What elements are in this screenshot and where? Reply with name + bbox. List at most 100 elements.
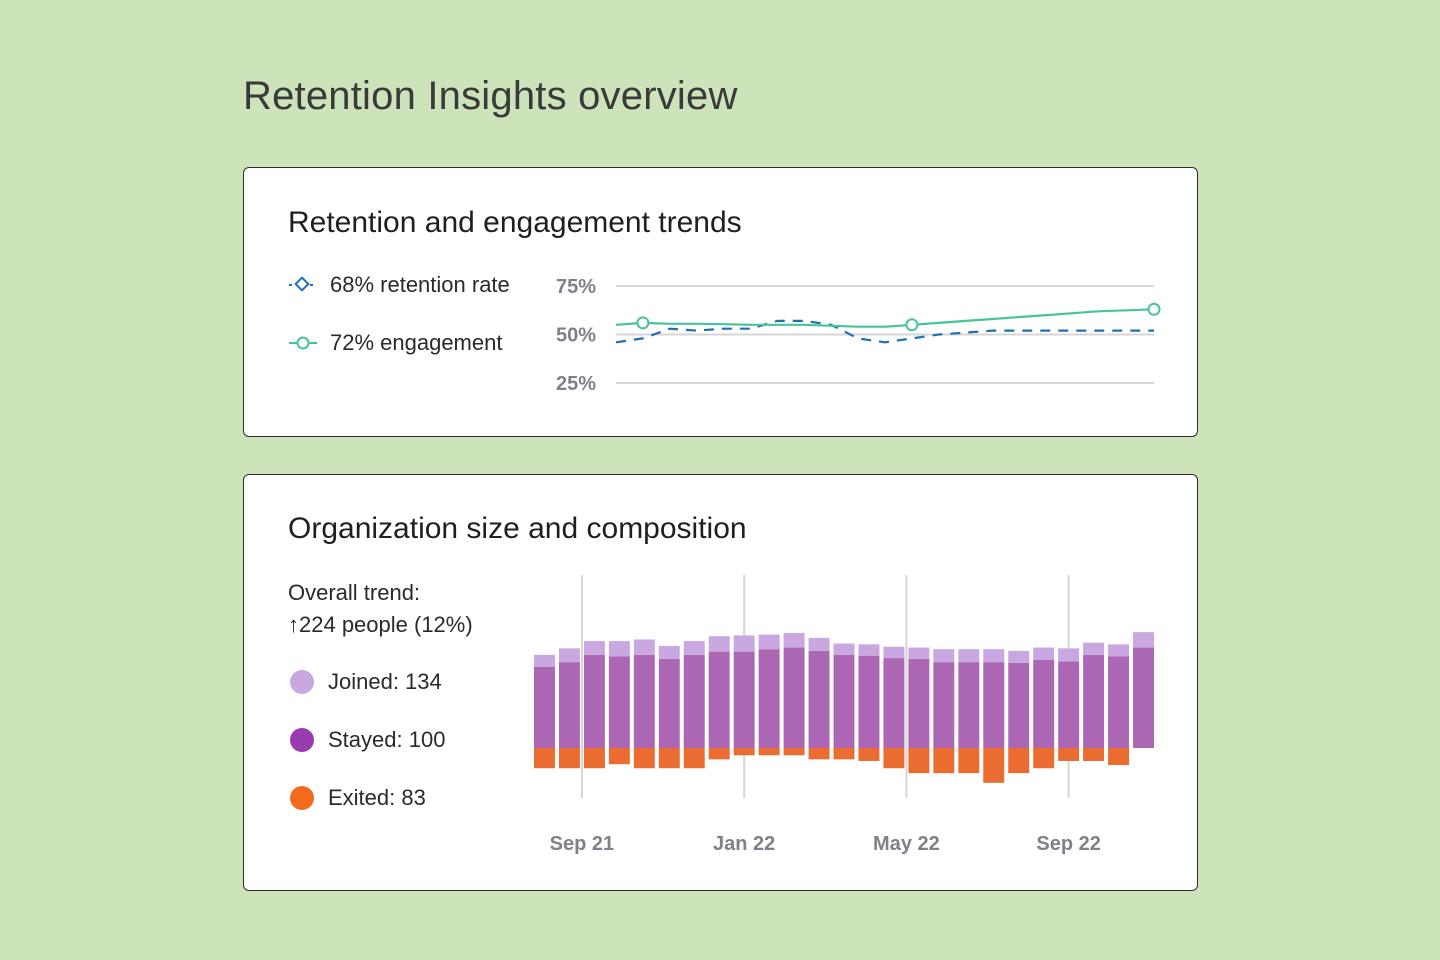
stayed-bar [908,658,930,748]
exited-bar [1008,748,1030,774]
joined-bar [633,639,655,655]
joined-bar [534,654,555,667]
stayed-bar [833,654,855,748]
exited-bar [983,748,1005,783]
stayed-bar [1083,654,1105,748]
stayed-bar [558,662,580,748]
engagement-point [1147,302,1161,316]
exited-bar [708,748,730,760]
stayed-bar [1108,656,1130,748]
joined-bar [783,632,805,648]
joined-bar [608,641,630,657]
joined-bar [883,646,905,659]
joined-bar [983,649,1005,663]
joined-bar [1133,632,1154,648]
stayed-bar [733,651,755,748]
joined-bar [808,637,830,651]
joined-bar [558,648,580,663]
overall-trend-value: ↑224 people (12%) [288,612,473,637]
joined-bar [1058,648,1080,662]
exited-bar [783,748,805,756]
joined-bar [1108,644,1130,657]
joined-bar [833,643,855,655]
y-tick-label: 50% [556,325,596,347]
joined-bar [1008,650,1030,663]
stayed-bar [583,654,605,748]
legend-retention-label: 68% retention rate [330,272,510,297]
joined-dot-icon [290,670,314,694]
stayed-bar [858,655,880,748]
org-card: Organization size and composition Overal… [243,474,1198,891]
legend-exited-label: Exited: 83 [328,785,426,810]
x-tick-label: Jan 22 [713,833,775,855]
joined-bar [733,635,755,652]
joined-bar [858,644,880,656]
legend-joined: Joined: 134 [290,669,442,695]
exited-bar [633,748,655,769]
org-bar-chart: Sep 21 Jan 22 May 22 Sep 22 [534,575,1154,855]
stayed-bar [1033,659,1055,748]
stayed-bar [883,658,905,748]
org-card-title: Organization size and composition [288,512,747,545]
stayed-bar [1133,647,1154,748]
engagement-point [636,316,650,330]
trends-card-title: Retention and engagement trends [288,206,742,239]
exited-bar [1108,748,1130,766]
exited-bar [733,748,755,756]
x-tick-label: Sep 21 [550,833,614,855]
exited-bar [608,748,630,765]
legend-engagement: 72% engagement [288,330,502,356]
joined-bar [658,645,680,659]
stayed-bar [1058,661,1080,748]
stayed-bar [1008,662,1030,748]
overall-trend-label: Overall trend: [288,580,421,605]
stayed-bar [683,654,705,748]
stayed-bar [633,654,655,748]
exited-bar [858,748,880,761]
legend-engagement-label: 72% engagement [330,330,503,355]
joined-bar [1083,642,1105,655]
exited-bar [1033,748,1055,769]
exited-bar [583,748,605,769]
stayed-bar [783,647,805,748]
stayed-bar [983,662,1005,748]
x-tick-label: Sep 22 [1036,833,1100,855]
joined-bar [1033,647,1055,660]
exited-dot-icon [290,786,314,810]
trends-card: Retention and engagement trends 68% rete… [243,167,1198,437]
y-tick-label: 25% [556,373,596,395]
joined-bar [933,649,955,663]
stayed-bar [534,667,555,748]
stayed-bar [958,662,980,748]
engagement-point [905,318,919,332]
stayed-bar [808,650,830,748]
exited-bar [1058,748,1080,761]
exited-bar [908,748,930,774]
legend-exited: Exited: 83 [290,785,426,811]
exited-bar [883,748,905,769]
exited-bar [558,748,580,769]
legend-joined-label: Joined: 134 [328,669,442,694]
stayed-bar [933,662,955,748]
exited-bar [833,748,855,760]
dashed-diamond-icon [289,276,317,292]
exited-bar [658,748,680,769]
stayed-dot-icon [290,728,314,752]
exited-bar [1083,748,1105,761]
exited-bar [958,748,980,774]
exited-bar [534,748,555,769]
y-tick-label: 75% [556,276,596,298]
exited-bar [808,748,830,760]
retention-series-line [615,319,1154,344]
legend-stayed: Stayed: 100 [290,727,445,753]
page-title: Retention Insights overview [243,74,738,118]
joined-bar [908,647,930,659]
stayed-bar [658,658,680,748]
joined-bar [758,634,780,650]
x-tick-label: May 22 [873,833,940,855]
legend-retention-rate: 68% retention rate [288,272,510,298]
stayed-bar [608,656,630,748]
joined-bar [708,636,730,652]
joined-bar [958,649,980,663]
exited-bar [933,748,955,774]
